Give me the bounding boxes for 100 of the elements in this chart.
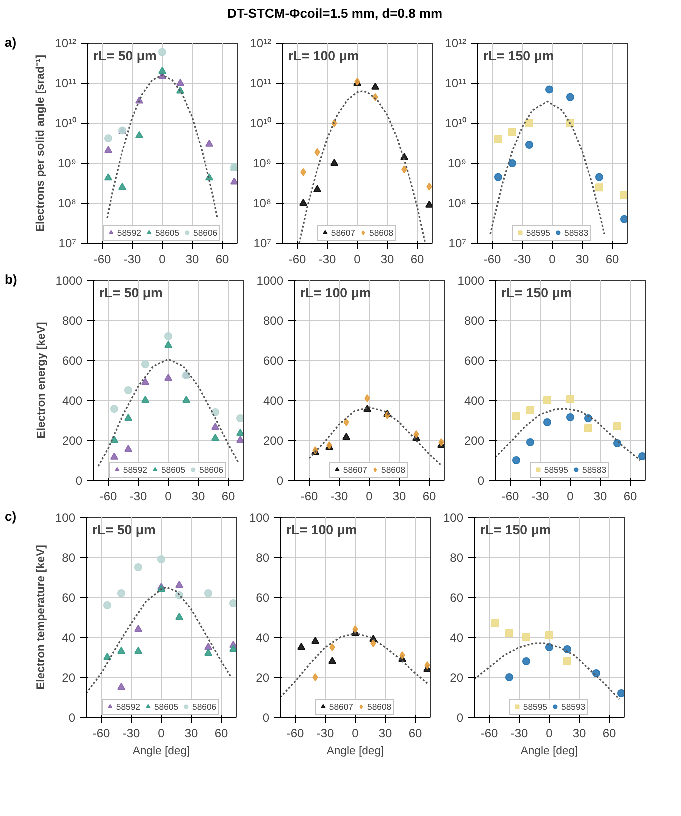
y-tick-label: 20 (62, 670, 76, 685)
y-tick-label: 0 (456, 710, 464, 725)
y-tick-label: 20 (256, 670, 270, 685)
legend-label: 58592 (117, 228, 142, 238)
x-tick-label: 60 (422, 489, 436, 504)
x-tick-label: -30 (532, 489, 550, 504)
legend-label: 58608 (370, 228, 394, 238)
x-tick-label: 30 (378, 726, 392, 740)
y-tick-label: 10¹² (445, 36, 467, 50)
x-tick-label: 60 (214, 726, 228, 740)
x-tick-label: 60 (222, 489, 236, 504)
legend-label: 58607 (329, 702, 354, 712)
y-tick-label: 10⁹ (253, 156, 272, 170)
y-tick-label: 10¹⁰ (445, 116, 466, 130)
y-tick-label: 40 (256, 630, 270, 645)
y-tick-label: 800 (263, 314, 284, 328)
x-tick-label: 30 (572, 726, 586, 740)
x-tick-label: 0 (567, 489, 574, 504)
y-tick-label: 60 (450, 590, 464, 605)
chart-title: rL= 50 μm (94, 48, 157, 64)
x-tick-label: 30 (186, 252, 200, 266)
legend-label: 58583 (582, 464, 607, 475)
y-tick-label: 100 (55, 510, 76, 525)
y-tick-label: 400 (464, 394, 485, 408)
legend-label: 58605 (161, 464, 186, 475)
y-tick-label: 10¹¹ (445, 76, 467, 90)
legend-label: 58593 (562, 702, 586, 712)
x-tick-label: -60 (288, 252, 306, 266)
x-tick-label: -30 (330, 489, 348, 504)
y-tick-label: 10⁸ (253, 196, 272, 210)
y-tick-label: 800 (62, 314, 83, 328)
legend-label: 58595 (544, 464, 568, 475)
x-tick-label: -30 (122, 726, 140, 740)
x-tick-label: 30 (392, 489, 406, 504)
legend-label: 58608 (382, 464, 406, 475)
x-tick-label: 0 (158, 726, 166, 740)
chart-title: rL= 100 μm (288, 48, 360, 64)
x-tick-label: -60 (484, 252, 502, 266)
y-axis-title: Electron energy [keV] (36, 322, 48, 438)
y-tick-label: 10⁷ (254, 236, 272, 250)
x-tick-label: 0 (159, 252, 166, 266)
chart-subtitle: DT-STCM-Φcoil=1.5 mm, d=0.8 mm (227, 5, 443, 23)
y-tick-label: 100 (443, 510, 464, 525)
x-tick-label: 0 (546, 726, 554, 740)
x-tick-label: 0 (352, 726, 360, 740)
y-tick-label: 100 (249, 510, 270, 525)
chart-title: rL= 150 μm (502, 285, 572, 300)
legend-label: 58605 (154, 702, 179, 712)
x-tick-label: 30 (576, 252, 590, 266)
chart-title: rL= 150 μm (484, 48, 554, 64)
legend-label: 58605 (155, 228, 180, 238)
legend-label: 58583 (564, 228, 589, 238)
x-axis-title: Angle [deg] (520, 745, 578, 758)
y-tick-label: 200 (464, 434, 485, 448)
y-axis-title: Electrons per solid angle [srad⁻¹] (35, 54, 48, 232)
y-tick-label: 0 (68, 710, 76, 725)
y-axis-title: Electron temperature [keV] (35, 544, 48, 690)
y-tick-label: 10⁸ (448, 196, 467, 210)
y-tick-label: 20 (450, 670, 464, 685)
x-tick-label: -60 (300, 489, 318, 504)
y-tick-label: 10¹⁰ (55, 116, 76, 130)
legend-label: 58608 (368, 702, 392, 712)
y-tick-label: 200 (263, 434, 284, 448)
y-tick-label: 1000 (256, 274, 284, 288)
y-tick-label: 10¹⁰ (250, 116, 272, 130)
y-tick-label: 0 (76, 474, 83, 488)
y-tick-label: 600 (62, 354, 83, 368)
x-tick-label: -30 (316, 726, 334, 740)
y-tick-label: 80 (256, 550, 270, 565)
x-tick-label: 60 (216, 252, 230, 266)
x-tick-label: -30 (130, 489, 148, 504)
chart-title: rL= 50 μm (92, 522, 156, 538)
x-tick-label: 30 (192, 489, 206, 504)
y-tick-label: 10⁸ (58, 196, 77, 210)
legend-label: 58606 (192, 702, 217, 712)
x-tick-label: 60 (408, 726, 422, 740)
x-tick-label: -60 (92, 726, 110, 740)
x-tick-label: -60 (286, 726, 304, 740)
x-tick-label: 60 (410, 252, 424, 266)
x-tick-label: 0 (165, 489, 172, 504)
x-tick-label: 30 (594, 489, 608, 504)
y-tick-label: 10⁹ (448, 156, 467, 170)
legend-label: 58595 (523, 702, 548, 712)
chart-title: rL= 150 μm (480, 522, 552, 538)
x-axis-title: Angle [deg] (132, 745, 190, 758)
legend-label: 58606 (200, 464, 224, 475)
legend-label: 58595 (526, 228, 550, 238)
y-tick-label: 10⁷ (58, 236, 77, 250)
y-tick-label: 10⁹ (58, 156, 77, 170)
text: a) (5, 34, 17, 52)
x-tick-label: -60 (502, 489, 520, 504)
chart-title: rL= 100 μm (300, 285, 372, 300)
x-tick-label: 60 (602, 726, 616, 740)
x-tick-label: 0 (366, 489, 374, 504)
y-tick-label: 600 (263, 354, 284, 368)
y-tick-label: 1000 (56, 274, 83, 288)
y-tick-label: 10¹² (55, 36, 77, 50)
x-tick-label: -60 (480, 726, 498, 740)
y-tick-label: 0 (262, 710, 270, 725)
x-tick-label: 30 (184, 726, 198, 740)
